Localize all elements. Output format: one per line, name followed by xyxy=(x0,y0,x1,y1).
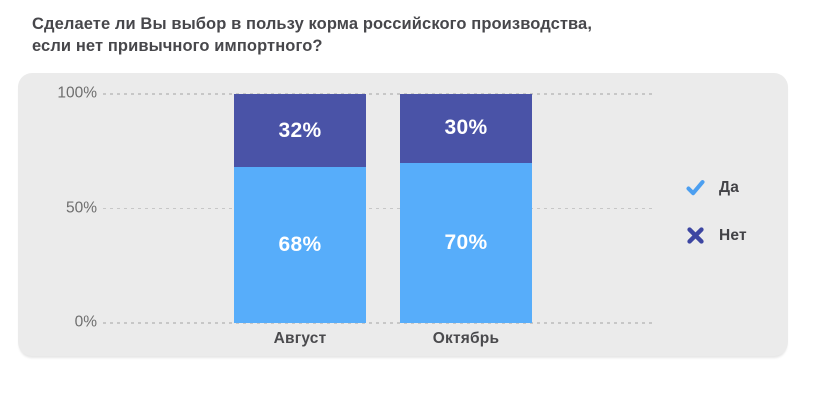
bar-value-label: 70% xyxy=(444,230,488,254)
plot-area: 100% 50% 0% 32% 68% 30% xyxy=(57,85,653,347)
bar-value-label: 32% xyxy=(278,118,322,142)
x-axis-label-october: Октябрь xyxy=(432,330,500,347)
legend-label-da: Да xyxy=(719,178,740,196)
y-axis-tick-50: 50% xyxy=(65,199,97,217)
bar-segment-net-october: 30% xyxy=(400,94,532,163)
bar-value-label: 68% xyxy=(278,233,322,257)
bar-segment-net-august: 32% xyxy=(234,94,366,168)
bar-segment-da-august: 68% xyxy=(234,167,366,323)
legend-item-net: Нет xyxy=(685,225,747,246)
gridline-dash xyxy=(103,322,653,324)
bar-segment-da-october: 70% xyxy=(400,162,532,323)
bar-october: 30% 70% xyxy=(400,94,532,323)
y-axis-tick-0: 0% xyxy=(74,313,97,331)
legend-label-net: Нет xyxy=(719,226,747,244)
check-icon xyxy=(685,177,706,198)
legend-item-da: Да xyxy=(685,177,747,198)
gridline-dash xyxy=(103,207,653,210)
chart-title: Сделаете ли Вы выбор в пользу корма росс… xyxy=(32,15,593,55)
legend: Да Нет xyxy=(685,177,747,246)
gridline-dash xyxy=(103,93,653,95)
chart-panel: 100% 50% 0% 32% 68% 30% xyxy=(18,73,788,356)
x-axis-label-august: Август xyxy=(273,330,327,347)
y-axis-tick-100: 100% xyxy=(57,84,97,102)
bar-august: 32% 68% xyxy=(234,94,366,323)
bar-value-label: 30% xyxy=(444,116,488,140)
cross-icon xyxy=(685,225,706,246)
